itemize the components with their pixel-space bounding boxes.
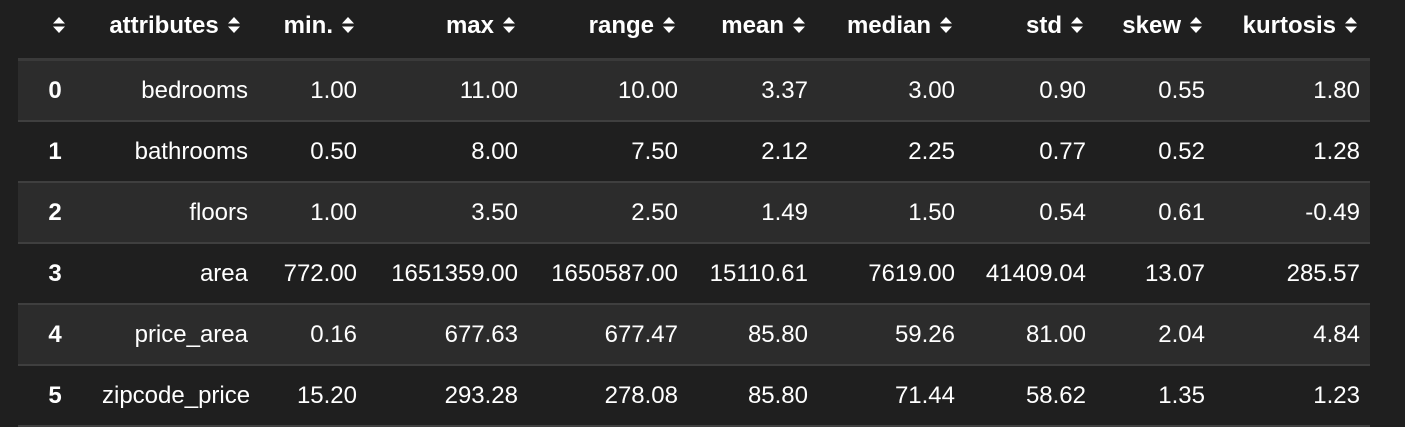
column-label: range (588, 12, 654, 39)
table-row: 1 bathrooms 0.50 8.00 7.50 2.12 2.25 0.7… (18, 121, 1370, 183)
cell-min: 1.00 (258, 59, 367, 122)
cell-range: 10.00 (528, 59, 688, 122)
cell-kurtosis: 4.84 (1215, 304, 1370, 366)
cell-mean: 2.12 (688, 121, 818, 183)
cell-mean: 3.37 (688, 59, 818, 122)
cell-skew: 0.52 (1096, 121, 1215, 183)
sort-updown-icon[interactable] (662, 15, 676, 35)
column-header-max[interactable]: max (367, 0, 528, 61)
cell-range: 2.50 (528, 182, 688, 244)
column-label: skew (1122, 12, 1181, 39)
sort-updown-icon[interactable] (1344, 15, 1358, 35)
table-row: 5 zipcode_price 15.20 293.28 278.08 85.8… (18, 365, 1370, 427)
cell-skew: 1.35 (1096, 365, 1215, 427)
cell-min: 15.20 (258, 365, 367, 427)
sort-updown-icon[interactable] (792, 15, 806, 35)
cell-range: 677.47 (528, 304, 688, 366)
cell-max: 677.63 (367, 304, 528, 366)
column-header-mean[interactable]: mean (688, 0, 818, 61)
cell-max: 3.50 (367, 182, 528, 244)
sort-updown-icon[interactable] (1070, 15, 1084, 35)
column-header-index[interactable] (18, 0, 92, 61)
column-label: kurtosis (1242, 12, 1336, 39)
cell-mean: 85.80 (688, 304, 818, 366)
cell-max: 1651359.00 (367, 243, 528, 305)
cell-kurtosis: 1.80 (1215, 59, 1370, 122)
cell-kurtosis: 1.23 (1215, 365, 1370, 427)
cell-median: 3.00 (818, 59, 965, 122)
column-header-kurtosis[interactable]: kurtosis (1215, 0, 1370, 61)
row-index: 4 (18, 304, 92, 366)
stats-table: attributes min. max range mean median (18, 0, 1370, 427)
column-header-std[interactable]: std (965, 0, 1096, 61)
header-row: attributes min. max range mean median (18, 0, 1370, 61)
column-label: attributes (109, 12, 219, 39)
cell-std: 0.77 (965, 121, 1096, 183)
table-row: 3 area 772.00 1651359.00 1650587.00 1511… (18, 243, 1370, 305)
cell-attributes: zipcode_price (92, 365, 258, 427)
cell-max: 11.00 (367, 59, 528, 122)
cell-attributes: floors (92, 182, 258, 244)
cell-mean: 15110.61 (688, 243, 818, 305)
cell-min: 772.00 (258, 243, 367, 305)
sort-updown-icon[interactable] (939, 15, 953, 35)
cell-min: 1.00 (258, 182, 367, 244)
cell-std: 41409.04 (965, 243, 1096, 305)
row-index: 1 (18, 121, 92, 183)
cell-median: 59.26 (818, 304, 965, 366)
cell-median: 1.50 (818, 182, 965, 244)
table-row: 0 bedrooms 1.00 11.00 10.00 3.37 3.00 0.… (18, 59, 1370, 122)
sort-updown-icon[interactable] (52, 15, 66, 35)
cell-attributes: area (92, 243, 258, 305)
cell-attributes: price_area (92, 304, 258, 366)
cell-max: 8.00 (367, 121, 528, 183)
cell-range: 1650587.00 (528, 243, 688, 305)
cell-median: 2.25 (818, 121, 965, 183)
stats-table-container: attributes min. max range mean median (18, 0, 1370, 427)
row-index: 3 (18, 243, 92, 305)
column-label: median (846, 12, 931, 39)
column-header-median[interactable]: median (818, 0, 965, 61)
row-index: 0 (18, 59, 92, 122)
cell-kurtosis: 285.57 (1215, 243, 1370, 305)
cell-mean: 1.49 (688, 182, 818, 244)
cell-std: 58.62 (965, 365, 1096, 427)
sort-updown-icon[interactable] (1189, 15, 1203, 35)
column-label: max (445, 12, 494, 39)
cell-skew: 13.07 (1096, 243, 1215, 305)
sort-updown-icon[interactable] (227, 15, 241, 35)
cell-range: 278.08 (528, 365, 688, 427)
cell-min: 0.16 (258, 304, 367, 366)
row-index: 2 (18, 182, 92, 244)
cell-range: 7.50 (528, 121, 688, 183)
table-row: 4 price_area 0.16 677.63 677.47 85.80 59… (18, 304, 1370, 366)
column-label: min. (283, 12, 333, 39)
cell-attributes: bedrooms (92, 59, 258, 122)
cell-mean: 85.80 (688, 365, 818, 427)
cell-skew: 0.61 (1096, 182, 1215, 244)
cell-std: 0.90 (965, 59, 1096, 122)
cell-min: 0.50 (258, 121, 367, 183)
row-index: 5 (18, 365, 92, 427)
column-label: std (1026, 12, 1062, 39)
column-header-skew[interactable]: skew (1096, 0, 1215, 61)
column-label: mean (721, 12, 784, 39)
cell-skew: 0.55 (1096, 59, 1215, 122)
cell-median: 7619.00 (818, 243, 965, 305)
column-header-range[interactable]: range (528, 0, 688, 61)
column-header-min[interactable]: min. (258, 0, 367, 61)
column-header-attributes[interactable]: attributes (92, 0, 258, 61)
cell-std: 81.00 (965, 304, 1096, 366)
cell-attributes: bathrooms (92, 121, 258, 183)
cell-max: 293.28 (367, 365, 528, 427)
cell-skew: 2.04 (1096, 304, 1215, 366)
cell-kurtosis: -0.49 (1215, 182, 1370, 244)
cell-kurtosis: 1.28 (1215, 121, 1370, 183)
sort-updown-icon[interactable] (502, 15, 516, 35)
cell-median: 71.44 (818, 365, 965, 427)
table-row: 2 floors 1.00 3.50 2.50 1.49 1.50 0.54 0… (18, 182, 1370, 244)
sort-updown-icon[interactable] (341, 15, 355, 35)
cell-std: 0.54 (965, 182, 1096, 244)
